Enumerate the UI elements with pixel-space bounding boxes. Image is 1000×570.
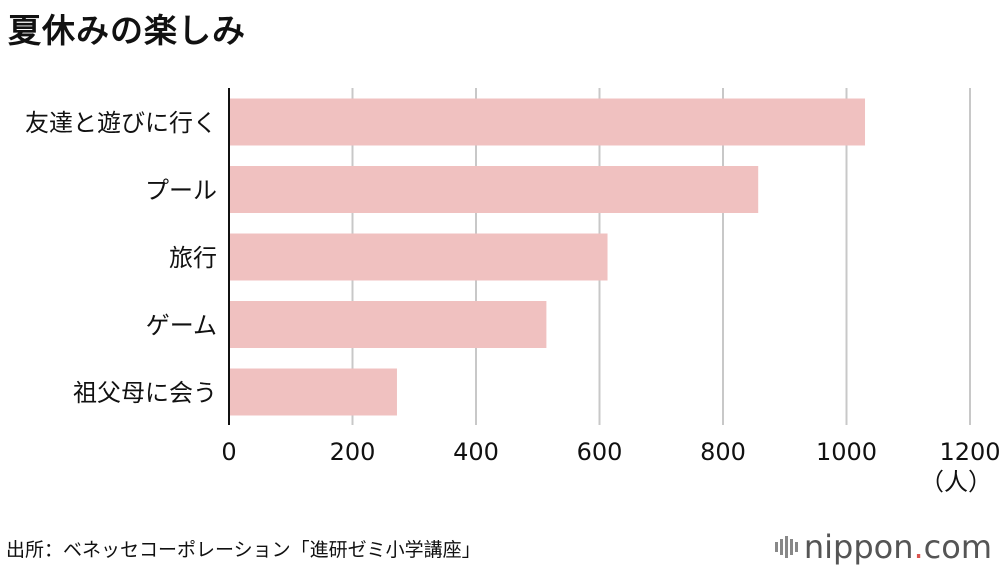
chart-title: 夏休みの楽しみ	[8, 11, 246, 50]
brand-name: nippon	[803, 528, 914, 566]
x-tick-label: 400	[453, 438, 499, 466]
x-tick-label: 1200	[939, 438, 1000, 466]
brand-dot: .	[913, 528, 924, 566]
x-tick-label: 0	[221, 438, 236, 466]
bar	[229, 233, 608, 281]
bar	[229, 166, 759, 213]
bar	[229, 98, 866, 146]
category-label: 友達と遊びに行く	[25, 109, 217, 137]
x-tick-label: 1000	[816, 438, 877, 466]
category-label: 祖父母に会う	[73, 379, 217, 407]
bar	[229, 368, 397, 416]
category-label: 旅行	[169, 244, 217, 272]
bar	[229, 301, 547, 348]
x-tick-label: 800	[700, 438, 746, 466]
category-label: ゲーム	[146, 312, 217, 340]
x-tick-label: 600	[577, 438, 623, 466]
sound-bars-icon	[774, 536, 798, 558]
x-tick-label: 200	[330, 438, 376, 466]
brand-tld: com	[923, 528, 992, 566]
source-note: 出所：ベネッセコーポレーション「進研ゼミ小学講座」	[6, 539, 481, 561]
brand-logo: nippon. com	[774, 528, 992, 566]
category-label: プール	[145, 177, 217, 205]
x-axis-unit: （人）	[920, 468, 992, 496]
